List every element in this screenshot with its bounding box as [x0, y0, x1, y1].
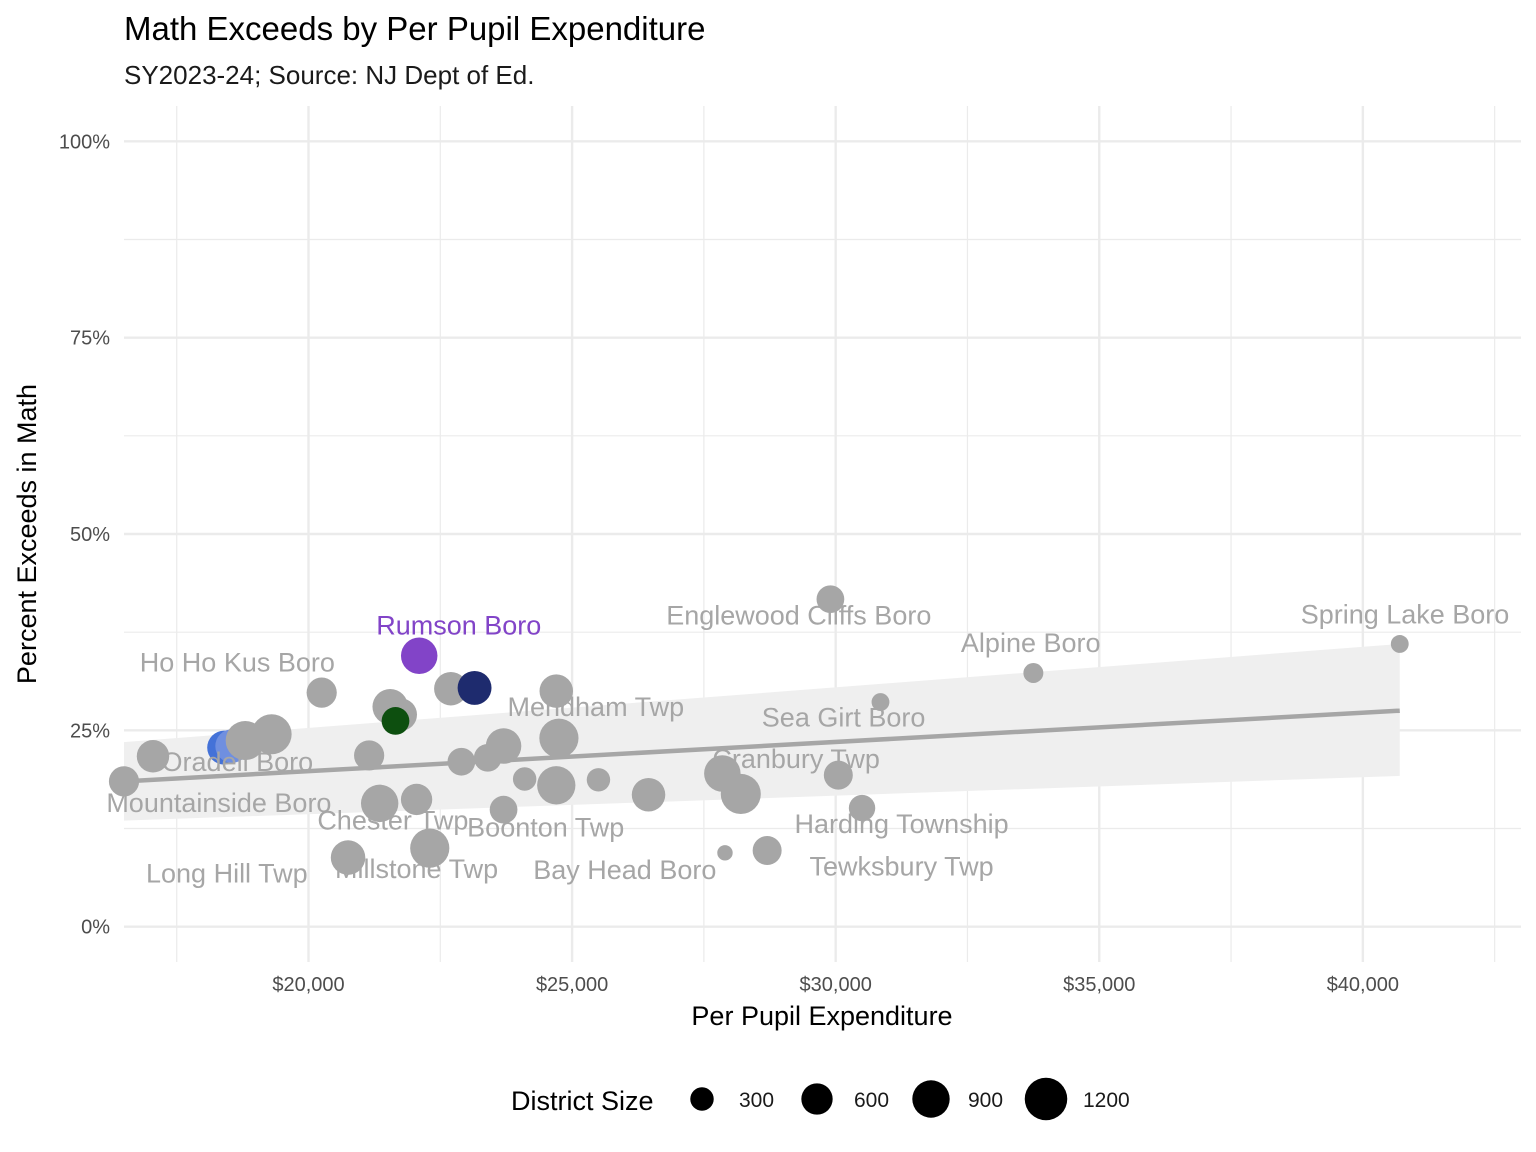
data-point — [400, 637, 438, 674]
data-point — [717, 845, 733, 861]
chart-title: Math Exceeds by Per Pupil Expenditure — [124, 10, 705, 47]
data-point — [539, 718, 579, 758]
legend-label: 1200 — [1083, 1089, 1130, 1112]
point-label: Chester Twp — [317, 805, 468, 835]
x-tick-label: $35,000 — [1063, 974, 1135, 996]
legend-key-600 — [801, 1083, 833, 1115]
point-label: Sea Girt Boro — [762, 702, 926, 732]
legend-key-300 — [690, 1087, 714, 1111]
data-point — [447, 747, 476, 776]
data-point — [354, 740, 385, 771]
data-point — [1390, 635, 1409, 653]
data-point — [537, 766, 576, 805]
legend-key-1200 — [1024, 1077, 1068, 1121]
data-point — [489, 795, 518, 824]
y-tick-label: 0% — [81, 917, 110, 939]
legend-label: 900 — [968, 1089, 1003, 1112]
data-point — [871, 693, 890, 711]
trend-line-layer — [123, 708, 1400, 784]
chart-subtitle: SY2023-24; Source: NJ Dept of Ed. — [124, 60, 534, 90]
point-label: Bay Head Boro — [533, 855, 716, 885]
point-label: Ho Ho Kus Boro — [140, 647, 335, 677]
data-point — [251, 714, 292, 755]
y-tick-label: 100% — [59, 131, 110, 153]
confidence-ribbon-layer — [124, 643, 1400, 821]
x-tick-label: $30,000 — [800, 974, 872, 996]
legend-label: 300 — [739, 1089, 774, 1112]
data-point — [720, 773, 761, 814]
confidence-ribbon — [124, 643, 1400, 821]
trend-line — [123, 708, 1400, 784]
data-point — [360, 784, 399, 823]
legend-label: 600 — [854, 1089, 889, 1112]
data-point — [512, 767, 537, 791]
point-label: Mendham Twp — [508, 692, 685, 722]
data-point — [136, 740, 170, 773]
y-tick-label: 25% — [70, 720, 110, 742]
point-label: Rumson Boro — [376, 611, 541, 641]
point-label: Oradell Boro — [162, 747, 314, 777]
point-label: Tewksbury Twp — [810, 852, 994, 882]
data-point — [823, 760, 853, 790]
x-axis-title: Per Pupil Expenditure — [691, 1001, 952, 1031]
data-point — [434, 671, 468, 706]
point-label: Long Hill Twp — [146, 859, 308, 889]
point-label: Cranbury Twp — [712, 744, 880, 774]
x-tick-label: $25,000 — [536, 974, 608, 996]
x-tick-label: $40,000 — [1327, 974, 1399, 996]
points-layer — [108, 585, 1409, 875]
point-label: Alpine Boro — [961, 628, 1101, 658]
point-label: Boonton Twp — [467, 812, 624, 842]
data-point — [485, 728, 522, 764]
legend-key-900 — [912, 1080, 950, 1118]
point-label: Mountainside Boro — [106, 788, 331, 818]
data-point — [381, 707, 410, 735]
y-axis-title: Percent Exceeds in Math — [12, 384, 42, 684]
data-point — [848, 794, 876, 822]
data-point — [752, 835, 782, 865]
data-point — [1023, 663, 1044, 683]
data-point — [400, 783, 433, 816]
size-legend: District Size 300 600 900 1200 — [511, 1077, 1130, 1121]
point-label: Harding Township — [795, 809, 1009, 839]
data-point — [631, 777, 666, 812]
data-point — [816, 585, 845, 614]
data-point — [539, 674, 574, 708]
data-point — [586, 768, 611, 792]
point-label: Millstone Twp — [335, 854, 498, 884]
x-tick-label: $20,000 — [272, 974, 344, 996]
data-point — [330, 840, 366, 875]
tick-labels-layer: $20,000 $25,000 $30,000 $35,000 $40,000 0% 25%… — [59, 131, 1399, 996]
data-point — [306, 677, 337, 708]
data-point — [410, 828, 450, 868]
legend-title: District Size — [511, 1086, 654, 1116]
y-tick-label: 50% — [70, 524, 110, 546]
data-point — [457, 670, 492, 705]
point-label: Englewood Cliffs Boro — [666, 600, 931, 630]
point-label: Spring Lake Boro — [1301, 600, 1510, 630]
y-tick-label: 75% — [70, 328, 110, 350]
data-point — [108, 766, 140, 797]
point-labels-layer: Rumson Boro Ho Ho Kus Boro Oradell Boro Mou… — [106, 600, 1509, 889]
